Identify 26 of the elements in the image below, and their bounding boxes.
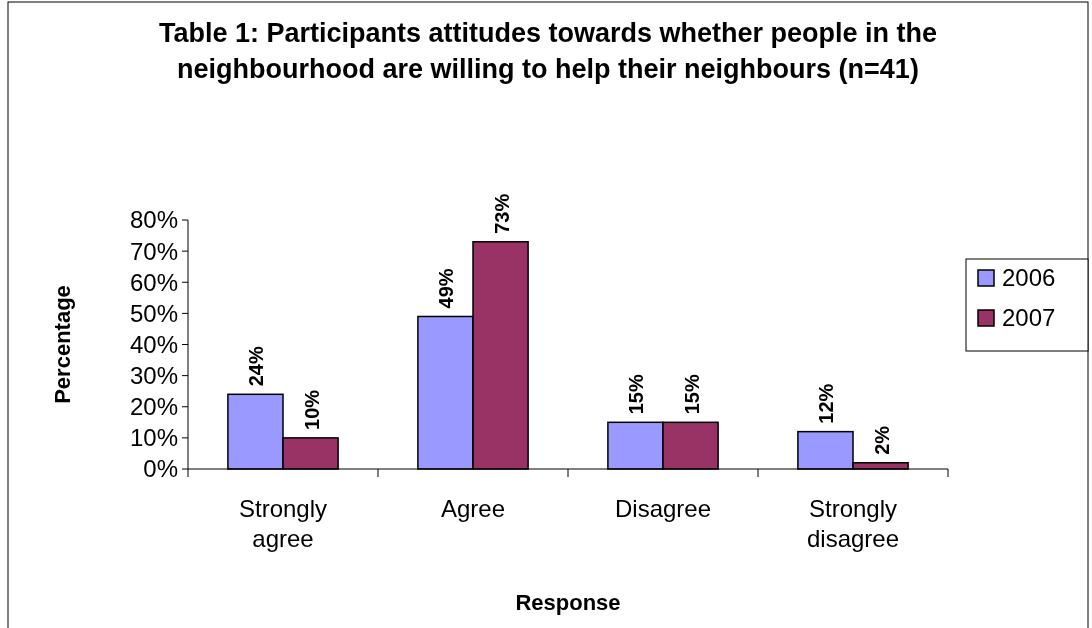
x-tick-label: Disagree <box>614 495 712 522</box>
y-tick-label: 0% <box>143 455 178 483</box>
data-label: 73% <box>490 193 513 234</box>
y-tick-label: 30% <box>129 362 178 390</box>
legend-label: 2007 <box>1002 304 1056 332</box>
data-label: 24% <box>245 346 268 387</box>
y-tick-label: 70% <box>129 237 178 265</box>
chart-title: Table 1: Participants attitudes towards whether people in the neighbourhood are willing to help their neighbours (n=41) <box>158 18 938 84</box>
legend-label: 2006 <box>1002 264 1056 292</box>
y-tick-label: 10% <box>129 424 178 452</box>
data-label: 49% <box>435 268 458 309</box>
y-tick-label: 40% <box>129 330 178 358</box>
x-axis-title: Response <box>515 590 621 615</box>
y-tick-label: 20% <box>129 393 178 421</box>
data-label: 10% <box>300 389 323 430</box>
y-axis-title: Percentage <box>50 285 75 404</box>
data-label: 12% <box>815 383 838 424</box>
data-label: 15% <box>625 374 648 415</box>
y-tick-label: 60% <box>129 268 178 296</box>
data-label: 2% <box>870 425 893 455</box>
x-tick-label: Strongly agree <box>238 495 328 552</box>
data-label: 15% <box>680 374 703 415</box>
y-tick-label: 50% <box>129 299 178 327</box>
y-tick-label: 80% <box>129 206 178 234</box>
x-tick-label: Strongly disagree <box>806 495 900 552</box>
x-tick-label: Agree <box>440 495 506 522</box>
